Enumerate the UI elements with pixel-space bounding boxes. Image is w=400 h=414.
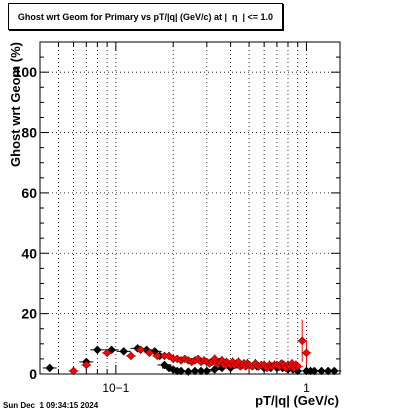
data-point xyxy=(176,366,186,376)
data-point xyxy=(309,366,319,376)
data-point xyxy=(45,363,55,373)
data-point xyxy=(81,360,91,370)
axis-ticks xyxy=(39,41,340,375)
data-point xyxy=(152,351,162,361)
y-tick-label: 0 xyxy=(29,366,37,382)
data-point xyxy=(297,336,307,346)
data-point xyxy=(126,351,136,361)
x-tick-labels: 10−1 1 xyxy=(102,381,310,395)
y-tick-labels: 0 20 40 60 80 100 xyxy=(14,64,38,382)
x-tick-label: 10−1 xyxy=(102,381,129,395)
data-point xyxy=(183,367,193,376)
y-tick-label: 100 xyxy=(14,64,38,80)
data-point xyxy=(302,348,311,358)
grid xyxy=(39,42,340,374)
y-tick-label: 20 xyxy=(21,306,37,322)
y-axis-label: Ghost wrt Geom (%) xyxy=(8,42,23,167)
data-point xyxy=(329,366,339,376)
timestamp-label: Sun Dec 1 09:34:15 2024 xyxy=(3,401,99,410)
title-box: Ghost wrt Geom for Primary vs pT/|q| (Ge… xyxy=(8,3,283,30)
data-point xyxy=(102,348,112,358)
y-tick-label: 60 xyxy=(21,185,37,201)
y-tick-label: 80 xyxy=(21,125,37,141)
chart-title: Ghost wrt Geom for Primary vs pT/|q| (Ge… xyxy=(17,12,274,22)
y-tick-label: 40 xyxy=(21,245,37,261)
data-point xyxy=(136,345,146,355)
plot-frame xyxy=(39,41,341,375)
data-point xyxy=(69,366,78,376)
x-axis-label: pT/|q| (GeV/c) xyxy=(255,393,339,408)
data-point xyxy=(93,345,102,355)
data-point xyxy=(145,348,154,358)
x-tick-label: 1 xyxy=(303,381,310,395)
data-series xyxy=(42,319,342,376)
series-2 xyxy=(68,319,312,376)
data-point xyxy=(293,362,303,371)
data-point xyxy=(119,347,129,356)
